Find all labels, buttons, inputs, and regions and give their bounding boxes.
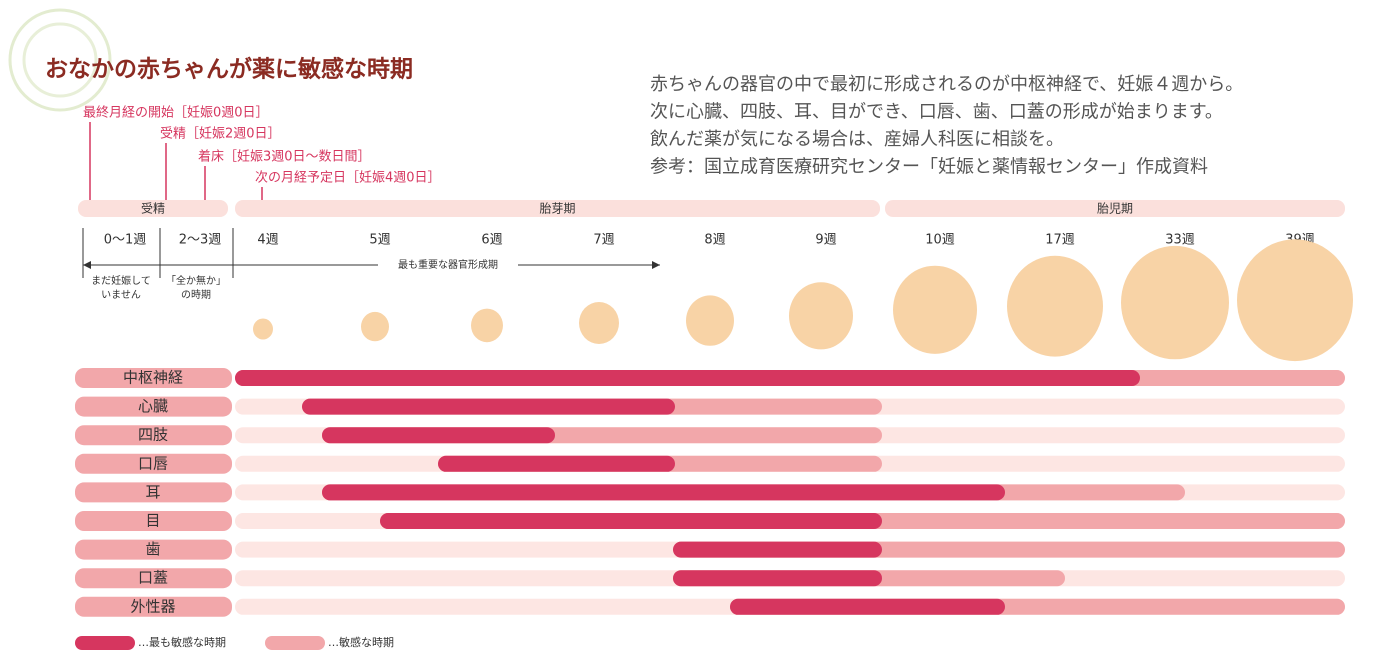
annotation: 次の月経予定日［妊娠4週0日］ (255, 170, 441, 186)
row-label-bg (75, 453, 232, 474)
week-label: 9週 (815, 233, 836, 248)
embryo (1237, 239, 1353, 362)
week-label: 4週 (257, 233, 278, 248)
week-label: 0～1週 (104, 233, 147, 248)
row-label-bg (75, 568, 232, 589)
row-label-bg (75, 396, 232, 417)
week-label: 8週 (704, 233, 725, 248)
critical-bar (673, 541, 882, 558)
embryo (1121, 245, 1229, 360)
row-label: 中枢神経 (123, 369, 183, 387)
week-label: 6週 (481, 233, 502, 248)
row-label-bg (75, 511, 232, 531)
row-label: 心臓 (138, 397, 168, 415)
row-label: 耳 (145, 483, 160, 501)
row-label: 歯 (145, 540, 160, 558)
title: おなかの赤ちゃんが薬に敏感な時期 (45, 56, 413, 83)
legend-swatch (75, 636, 135, 650)
arrow-head (652, 261, 660, 269)
annotation: 最終月経の開始［妊娠0週0日］ (83, 105, 269, 121)
week-note: 「全か無か」 (166, 274, 226, 287)
critical-bar (322, 484, 1005, 501)
week-label: 7週 (593, 233, 614, 248)
embryo (253, 318, 273, 340)
row-label: 口唇 (138, 454, 168, 472)
week-note: まだ妊娠して (91, 274, 151, 287)
embryo (789, 282, 853, 350)
embryo (893, 265, 977, 354)
critical-bar (302, 398, 675, 415)
arrow-label-bg (378, 258, 518, 272)
legend-label: …最も敏感な時期 (138, 635, 226, 649)
critical-bar (438, 455, 675, 472)
week-note: の時期 (181, 289, 211, 301)
phase-label: 胎児期 (1097, 202, 1133, 216)
row-label-bg (75, 539, 232, 560)
description-line: 次に心臓、四肢、耳、目ができ、口唇、歯、口蓋の形成が始まります。 (650, 102, 1223, 123)
week-label: 5週 (369, 233, 390, 248)
week-note: いません (101, 289, 141, 301)
legend-swatch (265, 636, 325, 650)
critical-bar (235, 370, 1140, 386)
annotation: 着床［妊娠3週0日～数日間］ (198, 149, 371, 165)
decoration (22, 22, 98, 98)
row-label-bg (75, 425, 232, 446)
critical-bar (322, 427, 555, 444)
critical-bar (673, 570, 882, 587)
week-label: 2～3週 (179, 233, 222, 248)
phase-label: 胎芽期 (539, 202, 575, 216)
critical-bar (380, 513, 882, 529)
embryo (1007, 255, 1103, 357)
row-label: 四肢 (138, 426, 168, 444)
row-label: 目 (145, 512, 160, 530)
embryo (686, 295, 734, 346)
phase-band (885, 200, 1345, 217)
embryo (579, 302, 619, 344)
row-label-bg (75, 596, 232, 617)
decoration (8, 8, 112, 112)
week-label: 33週 (1165, 233, 1195, 248)
description-line: 参考：国立成育医療研究センター「妊娠と薬情報センター」作成資料 (650, 157, 1208, 178)
embryo (471, 308, 503, 343)
week-label: 10週 (925, 233, 955, 248)
row-label-bg (75, 368, 232, 388)
annotation: 受精［妊娠2週0日］ (160, 127, 281, 142)
week-label: 17週 (1045, 233, 1075, 248)
phase-label: 受精 (141, 202, 165, 216)
phase-band (78, 200, 228, 217)
row-label: 口蓋 (138, 569, 168, 587)
row-label-bg (75, 482, 232, 503)
arrow-head (83, 261, 91, 269)
critical-bar (730, 598, 1005, 615)
row-label: 外性器 (130, 597, 175, 615)
legend-label: …敏感な時期 (328, 635, 394, 649)
key-period: 最も重要な器官形成期 (398, 258, 498, 271)
description-line: 飲んだ薬が気になる場合は、産婦人科医に相談を。 (650, 129, 1064, 150)
description-line: 赤ちゃんの器官の中で最初に形成されるのが中枢神経で、妊娠４週から。 (650, 74, 1243, 95)
embryo (361, 311, 389, 342)
phase-band (235, 200, 880, 217)
